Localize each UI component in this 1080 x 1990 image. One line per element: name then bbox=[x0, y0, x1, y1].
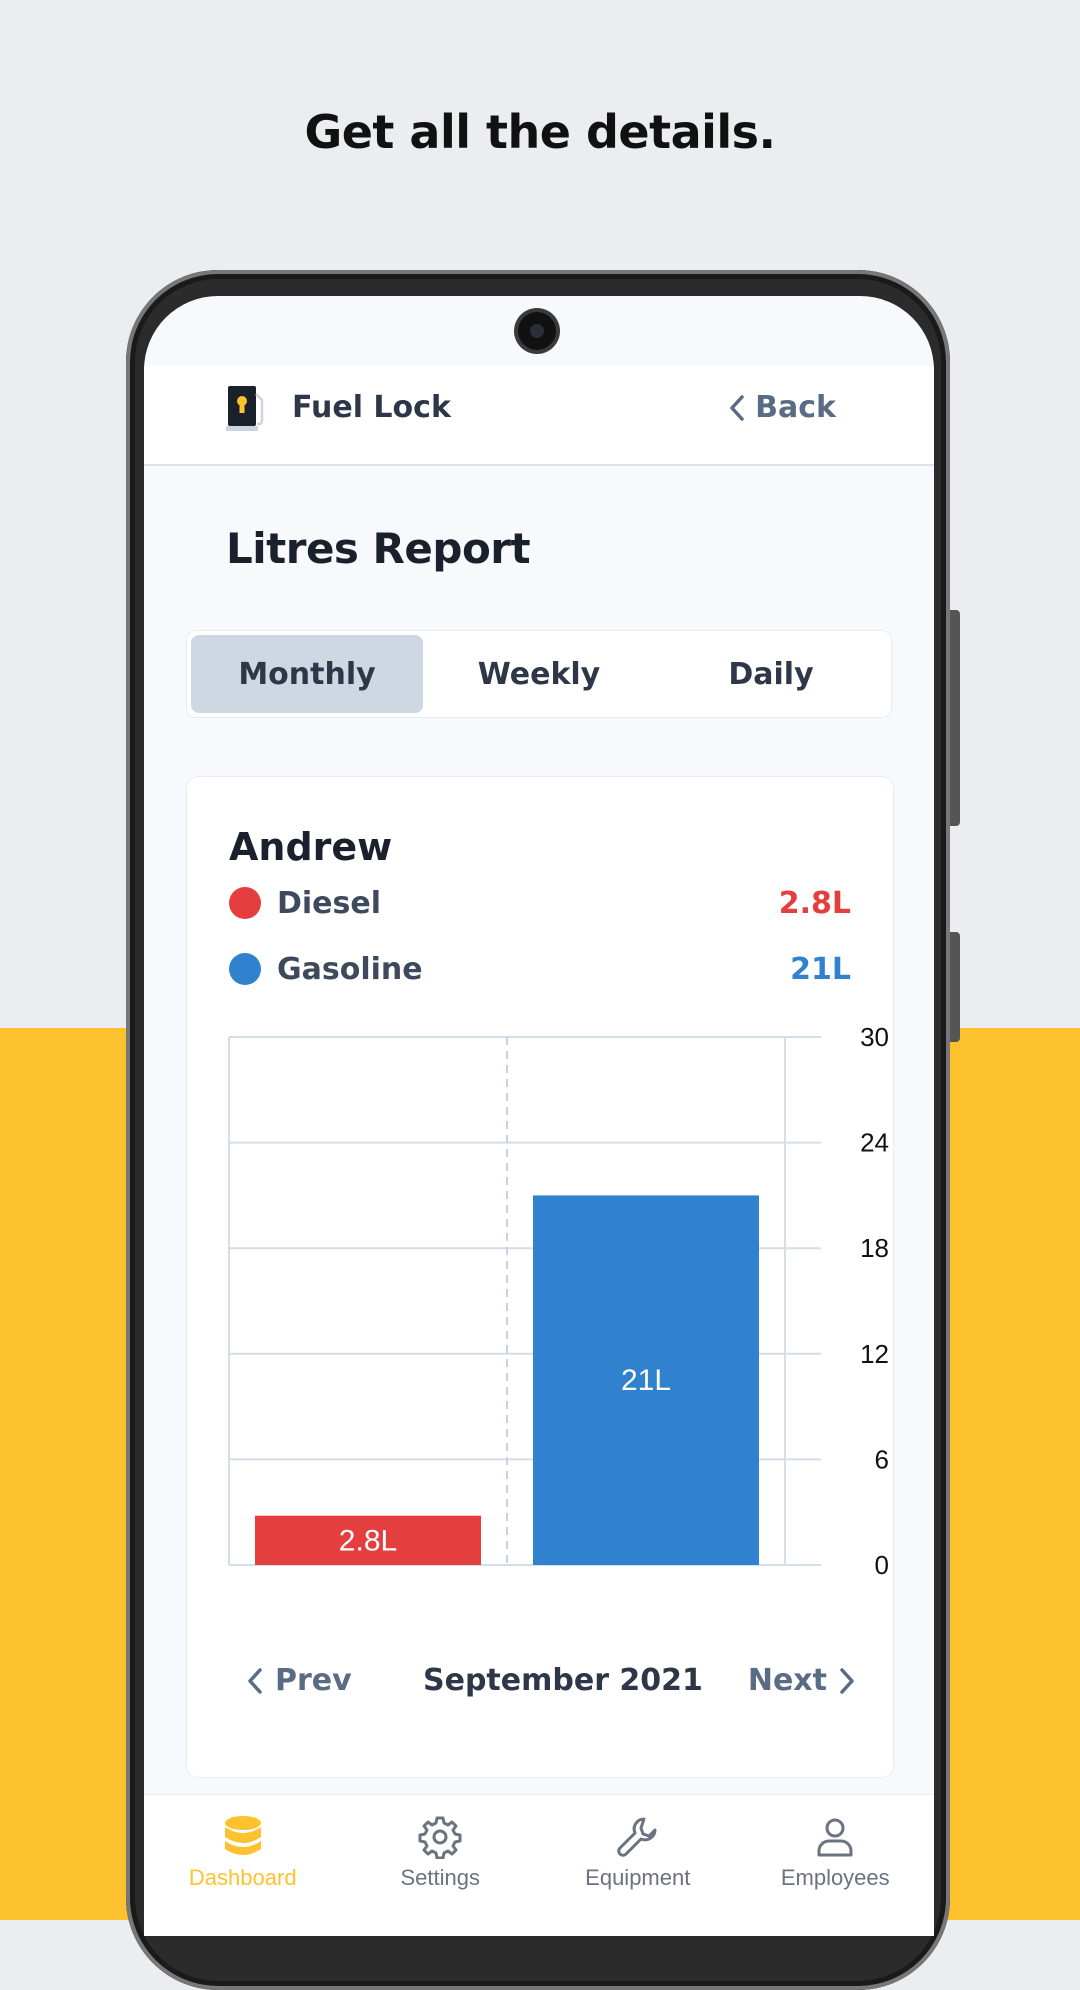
app-bar: Fuel Lock Back bbox=[144, 366, 934, 466]
bar-gasoline bbox=[533, 1195, 759, 1565]
prev-button[interactable]: Prev bbox=[247, 1663, 352, 1698]
gasoline-dot-icon bbox=[229, 953, 261, 985]
nav-equipment[interactable]: Equipment bbox=[539, 1795, 737, 1936]
legend-item-gasoline: Gasoline 21L bbox=[229, 947, 851, 991]
bottom-navigation: Dashboard Settings Equipment bbox=[144, 1794, 934, 1936]
diesel-dot-icon bbox=[229, 887, 261, 919]
chevron-right-icon bbox=[840, 1667, 854, 1694]
report-card: Andrew Diesel 2.8L Gasoline 21L 0 6 12 18 24… bbox=[186, 776, 894, 1778]
legend-label: Gasoline bbox=[277, 951, 423, 987]
tab-daily[interactable]: Daily bbox=[728, 656, 814, 692]
legend-value: 21L bbox=[790, 951, 851, 987]
bar-diesel bbox=[255, 1515, 481, 1565]
chevron-left-icon bbox=[730, 394, 744, 421]
data-label: 21L bbox=[621, 1364, 671, 1397]
back-button[interactable]: Back bbox=[729, 390, 836, 425]
phone-screen: Fuel Lock Back Litres Report Monthly Wee… bbox=[144, 296, 934, 1936]
phone-side-button bbox=[950, 932, 960, 1042]
next-label: Next bbox=[747, 1663, 827, 1698]
page-title: Litres Report bbox=[226, 524, 531, 573]
y-tick-label: 18 bbox=[860, 1233, 889, 1263]
legend-value: 2.8L bbox=[778, 885, 851, 921]
nav-employees[interactable]: Employees bbox=[737, 1795, 935, 1936]
nav-label: Employees bbox=[780, 1865, 890, 1890]
tab-monthly[interactable]: Monthly bbox=[191, 635, 423, 713]
next-button[interactable]: Next bbox=[748, 1663, 855, 1698]
period-pager: Prev September 2021 Next bbox=[187, 1657, 893, 1717]
back-label: Back bbox=[755, 390, 836, 425]
person-icon bbox=[817, 1818, 853, 1857]
app-name: Fuel Lock bbox=[292, 390, 451, 425]
nav-label: Equipment bbox=[585, 1865, 691, 1890]
nav-label: Settings bbox=[400, 1865, 481, 1890]
tab-weekly[interactable]: Weekly bbox=[477, 656, 601, 692]
phone-side-button bbox=[950, 610, 960, 826]
y-tick-label: 0 bbox=[875, 1550, 889, 1580]
y-tick-label: 6 bbox=[875, 1444, 889, 1474]
front-camera bbox=[518, 312, 556, 350]
gear-icon bbox=[418, 1816, 462, 1859]
headline: Get all the details. bbox=[304, 105, 776, 159]
legend-item-diesel: Diesel 2.8L bbox=[229, 881, 851, 925]
nav-label: Dashboard bbox=[188, 1865, 297, 1890]
y-tick-label: 24 bbox=[860, 1128, 889, 1158]
litres-bar-chart: 0 6 12 18 24 30 2.8L 21L bbox=[228, 1022, 889, 1580]
chevron-left-icon bbox=[248, 1667, 262, 1694]
data-label: 2.8L bbox=[339, 1524, 397, 1557]
employee-name: Andrew bbox=[229, 825, 393, 869]
nav-dashboard[interactable]: Dashboard bbox=[144, 1795, 342, 1936]
y-tick-label: 30 bbox=[860, 1022, 889, 1052]
y-tick-label: 12 bbox=[860, 1339, 889, 1369]
fuel-lock-logo-icon bbox=[226, 386, 264, 431]
prev-label: Prev bbox=[275, 1663, 352, 1698]
current-period: September 2021 bbox=[423, 1663, 703, 1698]
wrench-icon bbox=[617, 1817, 657, 1857]
legend-label: Diesel bbox=[277, 885, 382, 921]
nav-settings[interactable]: Settings bbox=[342, 1795, 540, 1936]
database-icon bbox=[224, 1816, 261, 1855]
period-segmented-control: Monthly Weekly Daily bbox=[186, 630, 892, 718]
